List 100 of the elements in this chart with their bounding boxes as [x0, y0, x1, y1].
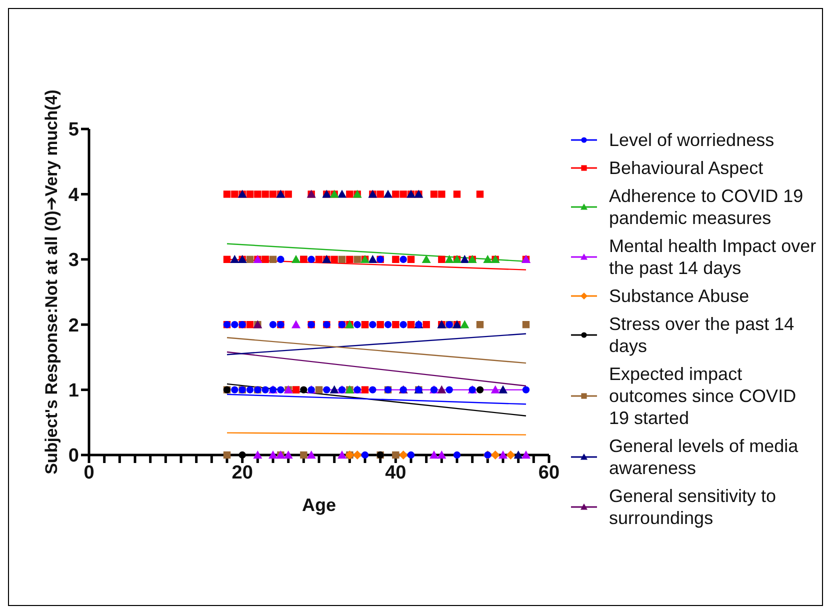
legend-label: General levels of media awareness	[609, 435, 800, 479]
point	[438, 256, 446, 263]
point	[437, 385, 446, 394]
legend-label: Mental health Impact over the past 14 days	[609, 235, 818, 279]
point	[437, 450, 446, 459]
point	[323, 386, 330, 394]
point	[361, 451, 369, 459]
point	[231, 190, 238, 198]
point	[246, 321, 254, 328]
point	[376, 190, 384, 198]
point	[300, 451, 308, 459]
point	[292, 254, 300, 263]
y-tick-label: 1	[68, 380, 80, 402]
point	[400, 256, 407, 263]
point	[369, 321, 376, 328]
point	[400, 321, 407, 328]
point	[231, 386, 238, 394]
point	[490, 385, 500, 394]
point	[254, 190, 262, 198]
point	[522, 386, 530, 394]
point	[315, 256, 323, 263]
point	[223, 256, 231, 263]
point	[338, 450, 346, 459]
point	[300, 386, 308, 394]
point	[330, 385, 339, 394]
point	[269, 190, 277, 198]
point	[430, 190, 438, 198]
point	[522, 321, 530, 328]
point	[308, 256, 315, 263]
y-tick-label: 2	[68, 315, 79, 336]
point	[277, 256, 284, 263]
legend-label: Expected impact outcomes since COVID 19 started	[609, 363, 798, 429]
x-tick-label: 20	[232, 462, 253, 484]
point	[338, 190, 346, 198]
legend-label: Stress over the past 14 days	[609, 313, 796, 357]
point	[476, 190, 484, 198]
point	[392, 451, 400, 459]
point	[384, 321, 392, 328]
point	[453, 190, 461, 198]
point	[231, 321, 238, 328]
point	[498, 450, 508, 459]
point	[238, 451, 246, 459]
point	[384, 190, 392, 198]
point	[506, 450, 516, 460]
point	[476, 386, 484, 394]
point	[246, 256, 254, 263]
y-axis-title: Subject's Response:Not at all (0)➔Very much(4)	[42, 90, 61, 474]
point	[407, 256, 415, 263]
point	[522, 450, 530, 459]
point	[306, 450, 316, 459]
point	[483, 254, 492, 263]
point	[514, 450, 523, 459]
point	[407, 451, 415, 459]
point	[430, 450, 438, 459]
point	[269, 321, 277, 328]
y-tick-label: 4	[68, 184, 80, 206]
legend-label: Adherence to COVID 19 pandemic measures	[609, 185, 804, 229]
point	[315, 386, 323, 394]
point	[444, 254, 454, 263]
legend-label: Behavioural Aspect	[609, 157, 764, 179]
point	[438, 190, 446, 198]
point	[230, 254, 240, 263]
legend-label: Substance Abuse	[609, 285, 750, 307]
point	[292, 320, 300, 328]
point	[453, 451, 461, 459]
point	[354, 256, 361, 263]
point	[246, 386, 254, 394]
legend-label: Level of worriedness	[609, 129, 774, 151]
point	[284, 190, 292, 198]
y-tick-label: 5	[68, 120, 80, 141]
x-axis-title: Age	[302, 495, 336, 515]
point	[269, 256, 277, 263]
point	[352, 450, 362, 460]
point	[284, 450, 293, 459]
point	[223, 190, 231, 198]
point	[277, 386, 284, 394]
point	[392, 256, 400, 263]
point	[490, 450, 500, 460]
point	[268, 450, 278, 459]
legend-label: General sensitivity to surroundings	[609, 485, 778, 529]
point	[346, 190, 354, 198]
point	[400, 190, 407, 198]
point	[330, 256, 338, 263]
point	[422, 321, 430, 328]
point	[398, 450, 408, 460]
x-tick-label: 0	[84, 462, 94, 484]
x-tick-label: 40	[385, 462, 406, 484]
y-tick-label: 0	[68, 446, 79, 467]
point	[338, 256, 346, 263]
point	[446, 386, 453, 394]
point	[361, 386, 369, 394]
point	[376, 321, 384, 328]
y-tick-label: 3	[68, 250, 79, 272]
point	[369, 386, 376, 394]
point	[498, 385, 508, 394]
point	[346, 256, 354, 263]
point	[422, 254, 431, 263]
point	[354, 321, 361, 328]
point	[223, 451, 231, 459]
point	[460, 254, 470, 263]
